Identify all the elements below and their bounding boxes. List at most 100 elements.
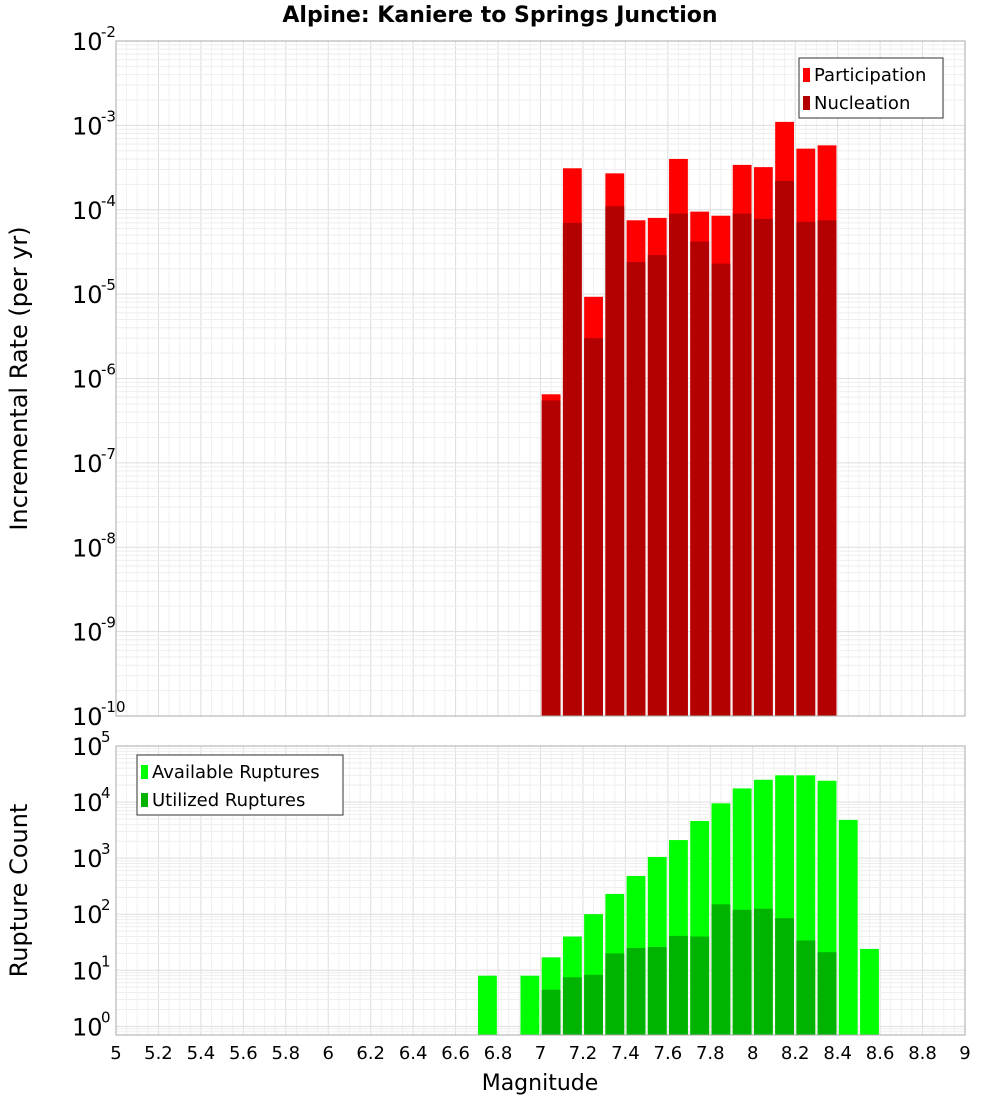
x-tick-label: 5.6 <box>229 1043 258 1064</box>
available-ruptures-bar <box>860 948 879 1035</box>
y-tick-label: 10 <box>72 197 103 225</box>
x-tick-label: 8.2 <box>781 1043 810 1064</box>
x-tick-label: 8.4 <box>823 1043 852 1064</box>
x-tick-label: 6 <box>323 1043 334 1064</box>
utilized-ruptures-bar <box>626 947 646 1035</box>
x-tick-label: 8 <box>747 1043 758 1064</box>
x-tick-label: 8.8 <box>908 1043 937 1064</box>
nucleation-bar <box>584 338 603 716</box>
x-tick-label: 6.4 <box>399 1043 428 1064</box>
nucleation-bar <box>669 213 688 717</box>
y-tick-label: 10 <box>72 450 103 478</box>
nucleation-bar <box>817 220 837 717</box>
y-tick-exponent: -4 <box>101 192 116 210</box>
legend-swatch <box>803 96 810 110</box>
y-tick-label: 10 <box>72 28 103 56</box>
y-tick-exponent: 0 <box>101 1008 111 1026</box>
x-ticks: 5 5.2 5.4 5.6 5.8 6 6.2 6.4 6.6 6.8 7 7.2 7.4 7.6 7.8 8… <box>110 1043 970 1064</box>
top-legend: Participation Nucleation <box>798 57 944 119</box>
chart-title: Alpine: Kaniere to Springs Junction <box>282 3 717 28</box>
available-ruptures-bar <box>838 819 858 1035</box>
nucleation-bar <box>732 213 752 717</box>
top-y-axis-label: Incremental Rate (per yr) <box>5 226 33 530</box>
y-tick-label: 10 <box>72 534 103 562</box>
utilized-ruptures-bar <box>817 952 837 1035</box>
legend-box <box>136 754 344 816</box>
y-tick-exponent: 5 <box>101 728 111 746</box>
nucleation-bar <box>626 262 646 716</box>
utilized-ruptures-bar <box>562 977 582 1035</box>
nucleation-bar <box>562 222 582 716</box>
x-tick-label: 7.6 <box>654 1043 683 1064</box>
legend-swatch <box>803 68 810 82</box>
legend-swatch <box>141 793 148 807</box>
y-tick-label: 10 <box>72 112 103 140</box>
x-tick-label: 7 <box>535 1043 546 1064</box>
utilized-ruptures-bar <box>732 909 752 1035</box>
x-tick-label: 5.2 <box>144 1043 173 1064</box>
nucleation-bar <box>753 218 773 716</box>
y-tick-label: 10 <box>72 901 103 929</box>
utilized-ruptures-bar <box>584 974 603 1035</box>
x-tick-label: 7.4 <box>611 1043 640 1064</box>
legend-swatch <box>141 765 148 779</box>
nucleation-bar <box>605 206 625 716</box>
y-tick-label: 10 <box>72 789 103 817</box>
utilized-ruptures-bar <box>647 946 667 1035</box>
nucleation-bar <box>541 400 561 716</box>
y-tick-exponent: -9 <box>101 614 116 632</box>
y-tick-label: 10 <box>72 1013 103 1041</box>
y-tick-exponent: -7 <box>101 445 116 463</box>
legend-label: Participation <box>814 65 926 86</box>
y-tick-label: 10 <box>72 845 103 873</box>
utilized-ruptures-bar <box>753 908 773 1035</box>
nucleation-bar <box>775 180 794 716</box>
y-tick-exponent: -8 <box>101 529 116 547</box>
y-tick-label: 10 <box>72 281 103 309</box>
y-tick-exponent: -3 <box>101 107 116 125</box>
x-tick-label: 7.2 <box>569 1043 598 1064</box>
x-tick-label: 5.8 <box>271 1043 300 1064</box>
y-tick-exponent: -2 <box>101 23 116 41</box>
x-tick-label: 7.8 <box>696 1043 725 1064</box>
bottom-bars <box>478 775 879 1035</box>
nucleation-bar <box>690 241 710 717</box>
x-tick-label: 5.4 <box>187 1043 216 1064</box>
bottom-y-axis-label: Rupture Count <box>5 804 33 978</box>
y-tick-label: 10 <box>72 957 103 985</box>
x-tick-label: 6.8 <box>484 1043 513 1064</box>
y-tick-exponent: -6 <box>101 361 116 379</box>
y-tick-exponent: -5 <box>101 276 116 294</box>
utilized-ruptures-bar <box>605 953 625 1035</box>
y-tick-exponent: -10 <box>101 698 126 716</box>
x-tick-label: 9 <box>959 1043 970 1064</box>
y-tick-exponent: 2 <box>101 896 111 914</box>
utilized-ruptures-bar <box>541 989 561 1035</box>
y-tick-exponent: 4 <box>101 784 111 802</box>
nucleation-bar <box>711 263 731 716</box>
utilized-ruptures-bar <box>796 940 816 1035</box>
x-axis-label: Magnitude <box>482 1071 599 1096</box>
available-ruptures-bar <box>520 975 540 1035</box>
bottom-plot-frame <box>115 745 966 1036</box>
y-tick-label: 10 <box>72 619 103 647</box>
top-plot-frame <box>115 40 966 717</box>
legend-box <box>798 57 944 119</box>
x-tick-label: 6.2 <box>356 1043 385 1064</box>
x-tick-label: 5 <box>110 1043 121 1064</box>
utilized-ruptures-bar <box>711 904 731 1035</box>
x-tick-label: 8.6 <box>866 1043 895 1064</box>
y-tick-label: 10 <box>72 733 103 761</box>
y-tick-exponent: 3 <box>101 840 111 858</box>
y-tick-label: 10 <box>72 366 103 394</box>
nucleation-bar <box>647 255 667 716</box>
utilized-ruptures-bar <box>690 936 710 1035</box>
available-ruptures-bar <box>478 975 497 1035</box>
utilized-ruptures-bar <box>775 918 794 1035</box>
utilized-ruptures-bar <box>669 935 688 1035</box>
